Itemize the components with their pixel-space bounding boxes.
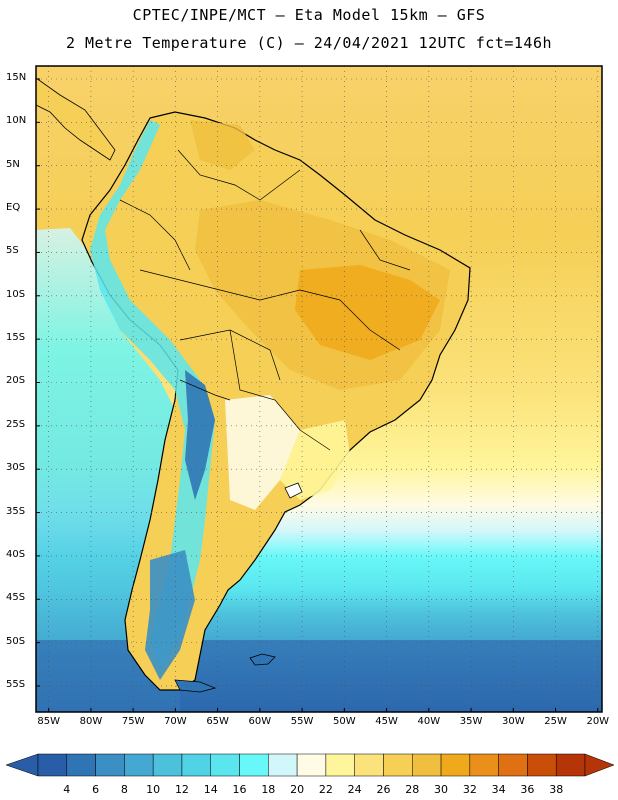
colorbar-swatch — [354, 753, 384, 777]
lat-label: 35S — [6, 505, 26, 517]
colorbar-swatch — [66, 753, 96, 777]
falkland-islands — [249, 653, 276, 666]
colorbar-swatch — [555, 753, 586, 777]
colorbar-label: 36 — [520, 783, 535, 796]
colorbar-swatch — [527, 753, 557, 777]
lat-label: 10N — [6, 115, 27, 127]
colorbar-swatch — [210, 753, 240, 777]
colorbar-label: 10 — [146, 783, 161, 796]
lat-label: 15N — [6, 72, 27, 83]
colorbar-swatch — [152, 753, 183, 777]
north-warm-zone — [190, 120, 255, 170]
colorbar-swatch — [239, 753, 269, 777]
colorbar-swatch — [124, 753, 154, 777]
tierra-del-fuego — [174, 679, 217, 693]
colorbar-label: 4 — [63, 783, 71, 796]
colorbar-swatch — [498, 753, 528, 777]
lat-label: EQ — [6, 202, 21, 214]
colorbar-swatch — [37, 753, 68, 777]
central-america — [36, 77, 116, 161]
colorbar-label: 20 — [290, 783, 305, 796]
colorbar-label: 8 — [120, 783, 128, 796]
colorbar-label: 12 — [174, 783, 189, 796]
lat-label: 20S — [6, 375, 26, 387]
colorbar-swatch — [412, 753, 442, 777]
colorbar-swatch — [268, 753, 298, 777]
lat-label: 5N — [6, 158, 20, 170]
colorbar-swatch — [325, 753, 355, 777]
lon-label: 55W — [290, 716, 314, 727]
lon-ticks — [48, 708, 599, 712]
colorbar-swatch — [383, 753, 413, 777]
lon-label: 25W — [544, 716, 567, 727]
colorbar-label: 28 — [405, 783, 420, 796]
colorbar-swatch — [440, 753, 471, 777]
country-borders — [119, 149, 411, 451]
lon-label: 30W — [501, 716, 525, 727]
colorbar-label: 26 — [376, 783, 391, 796]
colorbar-label: 30 — [434, 783, 449, 796]
colorbar-label: 6 — [92, 783, 100, 796]
patagonia-cold — [145, 550, 195, 680]
map-title-line-1: CPTEC/INPE/MCT – Eta Model 15km – GFS — [132, 6, 486, 24]
lon-label: 85W — [37, 716, 60, 727]
lon-label: 40W — [417, 716, 441, 727]
colorbar-label: 14 — [203, 783, 218, 796]
lon-label: 75W — [121, 716, 145, 727]
colorbar-high-arrow — [584, 753, 615, 777]
colorbar-label: 32 — [462, 783, 477, 796]
colorbar-swatch — [469, 753, 499, 777]
lon-label: 80W — [79, 716, 103, 727]
lat-ticks — [36, 78, 40, 687]
hot-core — [295, 265, 440, 360]
southeast-mild — [280, 420, 350, 500]
lat-label: 55S — [6, 678, 26, 690]
colorbar-low-arrow — [5, 753, 39, 777]
colorbar-label: 38 — [549, 783, 564, 796]
lat-label: 15S — [6, 332, 26, 344]
lat-label: 45S — [6, 592, 26, 604]
lon-label: 65W — [206, 716, 229, 727]
colorbar-label: 16 — [232, 783, 247, 796]
colorbar-swatch — [95, 753, 125, 777]
lat-label: 50S — [6, 635, 26, 647]
lat-label: 25S — [6, 418, 26, 430]
colorbar-label: 34 — [491, 783, 506, 796]
lat-label: 40S — [6, 548, 26, 560]
lat-label: 5S — [6, 245, 19, 257]
lat-label: 30S — [6, 462, 26, 474]
colorbar-label: 24 — [347, 783, 362, 796]
lon-label: 70W — [164, 716, 187, 727]
colorbar-label: 18 — [261, 783, 276, 796]
andes-cold-strip — [90, 120, 215, 670]
lat-label: 10S — [6, 288, 26, 300]
lon-label: 35W — [459, 716, 483, 727]
lon-label: 50W — [333, 716, 356, 727]
southern-ocean-band — [36, 640, 602, 712]
lon-label: 20W — [586, 716, 610, 727]
lon-label: 60W — [248, 716, 272, 727]
pampas-mild — [225, 395, 300, 510]
high-andes-cold — [185, 370, 215, 500]
lon-label: 45W — [375, 716, 398, 727]
map-title-line-2: 2 Metre Temperature (C) – 24/04/2021 12U… — [65, 34, 553, 52]
map-frame — [35, 65, 603, 713]
colorbar — [5, 753, 615, 777]
colorbar-swatch — [296, 753, 327, 777]
colorbar-swatch — [181, 753, 211, 777]
colorbar-label: 22 — [318, 783, 333, 796]
